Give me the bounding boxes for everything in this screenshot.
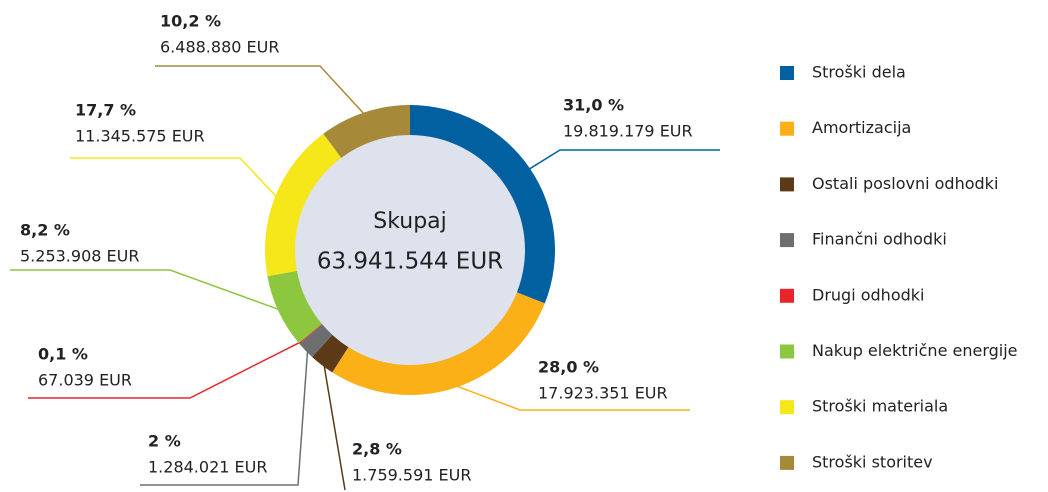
percent-label: 28,0 % [538, 358, 599, 377]
donut-slice [298, 323, 323, 344]
percent-label: 0,1 % [38, 345, 88, 364]
leader-line [10, 269, 282, 312]
legend-swatch [780, 455, 794, 470]
leader-line [140, 348, 309, 486]
legend-swatch [780, 177, 794, 192]
percent-label: 8,2 % [20, 221, 70, 240]
donut-slice [323, 105, 410, 158]
amount-label: 5.253.908 EUR [20, 247, 139, 266]
legend-label: Stroški storitev [812, 452, 933, 471]
center-disc [293, 133, 527, 367]
amount-label: 67.039 EUR [38, 371, 132, 390]
legend-label: Nakup električne energije [812, 341, 1018, 360]
donut-slice [410, 105, 555, 304]
leader-line [322, 362, 346, 491]
percent-label: 17,7 % [75, 101, 136, 120]
legend-swatch [780, 288, 794, 303]
percent-label: 10,2 % [160, 12, 221, 31]
legend-label: Stroški materiala [812, 397, 948, 416]
amount-label: 19.819.179 EUR [563, 122, 693, 141]
center-title: Skupaj [373, 209, 447, 234]
amount-label: 6.488.880 EUR [160, 38, 279, 57]
total: 63.941.544 EUR [317, 249, 503, 275]
amount-label: 1.284.021 EUR [148, 458, 267, 477]
leader-line [155, 65, 366, 116]
leader-line [70, 157, 279, 199]
donut-slice [265, 133, 342, 277]
legend-swatch [780, 400, 794, 415]
amount-label: 11.345.575 EUR [75, 127, 205, 146]
percent-label: 2,8 % [352, 440, 402, 459]
legend-swatch [780, 233, 794, 248]
percent-label: 2 % [148, 432, 181, 451]
legend-label: Amortizacija [812, 118, 911, 137]
legend-label: Finančni odhodki [812, 230, 947, 249]
amount-label: 17.923.351 EUR [538, 384, 668, 403]
leader-line [527, 149, 720, 171]
legend-swatch [780, 66, 794, 80]
donut-slice [267, 270, 322, 344]
legend-label: Drugi odhodki [812, 285, 924, 304]
amount-label: 1.759.591 EUR [352, 466, 471, 485]
donut-slice [312, 334, 349, 373]
leader-line [453, 384, 690, 411]
leader-line [28, 340, 302, 399]
percent-label: 31,0 % [563, 96, 624, 115]
legend-swatch [780, 344, 794, 359]
legend-swatch [780, 121, 794, 136]
legend-label: Stroški dela [812, 63, 906, 82]
donut-slice [332, 292, 545, 395]
legend-label: Ostali poslovni odhodki [812, 174, 998, 193]
